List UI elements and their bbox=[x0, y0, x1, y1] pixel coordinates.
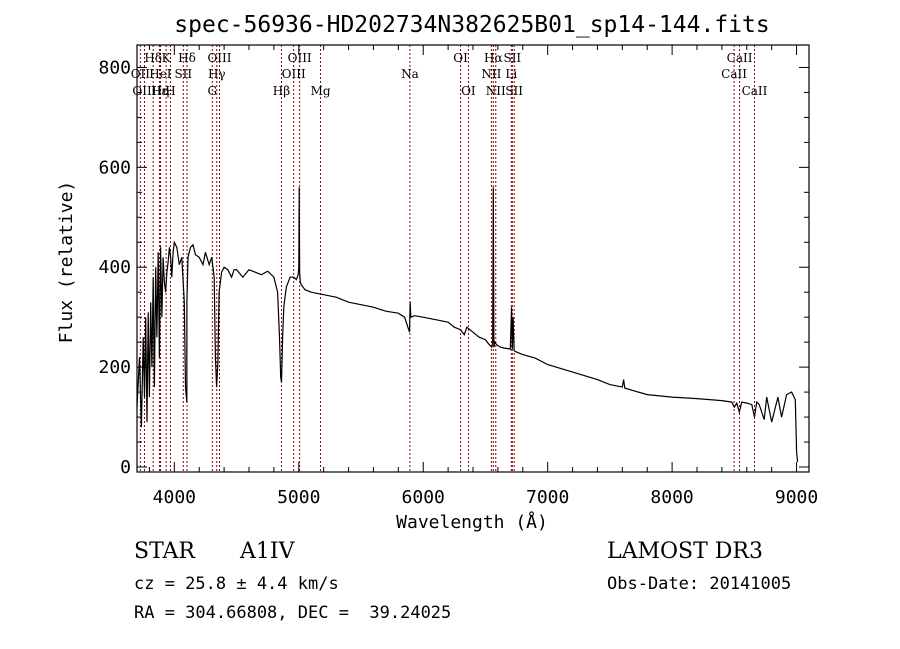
emission-line-label: G bbox=[207, 84, 217, 98]
x-axis-ticks: 4000 5000 6000 7000 8000 9000 bbox=[148, 45, 818, 508]
emission-line-label: OIII bbox=[132, 84, 156, 98]
emission-line-label: Li bbox=[505, 67, 517, 81]
emission-line-label: CaII bbox=[742, 84, 768, 98]
x-tick-label: 8000 bbox=[650, 487, 693, 508]
emission-line-label: CaII bbox=[727, 51, 753, 65]
y-tick-label: 800 bbox=[98, 57, 131, 78]
observation-date: Obs-Date: 20141005 bbox=[607, 574, 792, 594]
emission-line-markers bbox=[139, 45, 755, 472]
emission-line-label: NII bbox=[486, 84, 506, 98]
emission-line-label: Hη bbox=[152, 84, 170, 98]
emission-line-label: K bbox=[162, 51, 172, 65]
object-subclass: A1IV bbox=[240, 539, 295, 564]
x-tick-label: 6000 bbox=[402, 487, 445, 508]
plot-frame bbox=[136, 44, 810, 473]
emission-line-label: SII bbox=[505, 84, 523, 98]
x-tick-label: 9000 bbox=[775, 487, 818, 508]
emission-line-label: OII bbox=[131, 67, 151, 81]
x-tick-label: 7000 bbox=[526, 487, 569, 508]
survey-name: LAMOST DR3 bbox=[607, 539, 763, 564]
emission-line-label: OI bbox=[453, 51, 468, 65]
emission-line-label: SII bbox=[174, 67, 192, 81]
y-axis-ticks: 0 200 400 600 800 bbox=[98, 57, 809, 478]
object-class: STAR bbox=[134, 539, 195, 564]
y-tick-label: 600 bbox=[98, 157, 131, 178]
coordinates-ra-dec: RA = 304.66808, DEC = 39.24025 bbox=[134, 603, 452, 623]
emission-line-label: SII bbox=[503, 51, 521, 65]
y-axis-label: Flux (relative) bbox=[56, 181, 77, 344]
emission-line-label: Na bbox=[401, 67, 419, 81]
redshift-cz: cz = 25.8 ± 4.4 km/s bbox=[134, 574, 339, 594]
spectrum-line bbox=[136, 187, 799, 463]
y-tick-label: 400 bbox=[98, 257, 131, 278]
x-tick-label: 4000 bbox=[153, 487, 196, 508]
emission-line-label: OIII bbox=[282, 67, 306, 81]
emission-line-label: Mg bbox=[311, 84, 331, 98]
x-tick-label: 5000 bbox=[277, 487, 320, 508]
emission-line-label: H bbox=[165, 84, 175, 98]
y-tick-label: 200 bbox=[98, 357, 131, 378]
emission-line-label: Hδ bbox=[144, 51, 162, 65]
emission-line-label: HeI bbox=[149, 67, 172, 81]
emission-line-label: CaII bbox=[721, 67, 747, 81]
emission-line-label: OIII bbox=[288, 51, 312, 65]
emission-line-label: Hα bbox=[484, 51, 503, 65]
emission-line-label: Hδ bbox=[178, 51, 196, 65]
chart-title: spec-56936-HD202734N382625B01_sp14-144.f… bbox=[174, 12, 769, 38]
emission-line-label: Hγ bbox=[208, 67, 226, 81]
emission-line-label: Hε bbox=[151, 84, 168, 98]
emission-line-label: NII bbox=[481, 67, 501, 81]
y-tick-label: 0 bbox=[120, 457, 131, 478]
emission-line-label: Hβ bbox=[273, 84, 290, 98]
emission-line-label: OIII bbox=[207, 51, 231, 65]
x-axis-label: Wavelength (Å) bbox=[396, 511, 548, 533]
emission-line-label: OI bbox=[461, 84, 476, 98]
